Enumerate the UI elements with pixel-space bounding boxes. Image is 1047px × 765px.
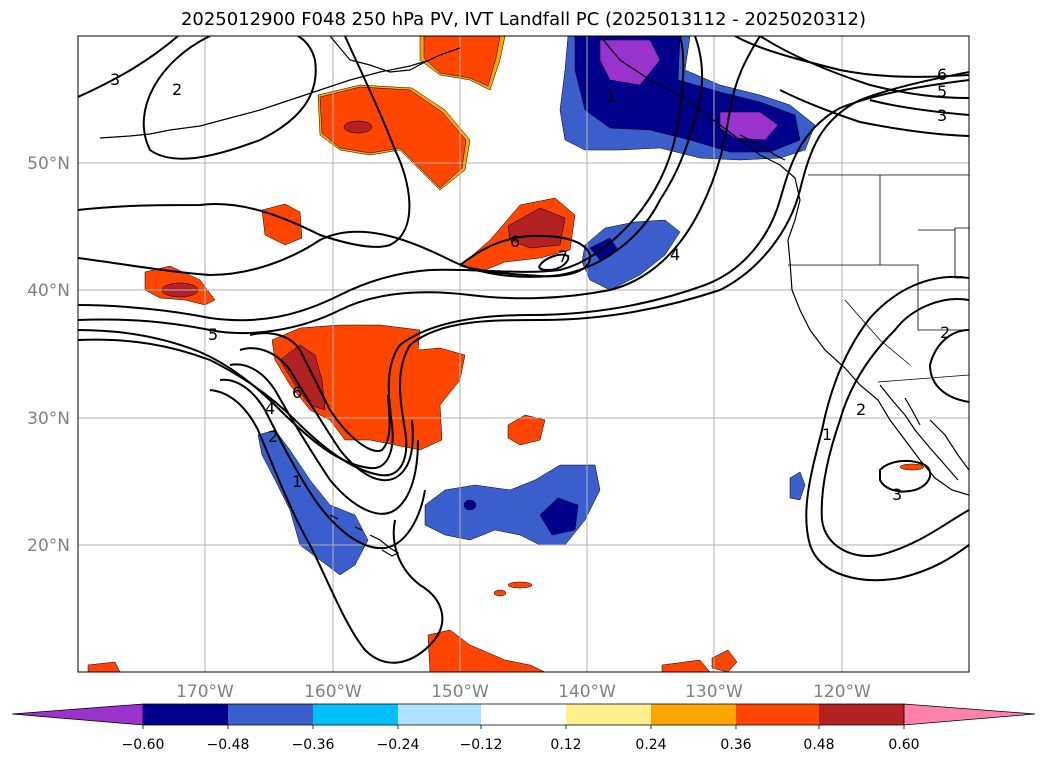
contour-label: 2 — [856, 400, 866, 419]
contour-label: 2 — [268, 427, 278, 446]
contour-label: 3 — [892, 485, 902, 504]
lat-tick-label: 30°N — [27, 409, 70, 429]
contour-label: 6 — [937, 65, 947, 84]
colorbar-tick-label: 0.12 — [550, 737, 581, 753]
colorbar-segment — [143, 704, 228, 725]
lon-tick-labels: 170°W 160°W 150°W 140°W 130°W 120°W — [176, 682, 871, 702]
contour-label: 2 — [940, 323, 950, 342]
colorbar-tick-label: −0.24 — [377, 737, 420, 753]
contour-label: 5 — [208, 325, 218, 344]
ivt-contours — [78, 36, 969, 664]
contour-label: 4 — [265, 399, 275, 418]
map-title: 2025012900 F048 250 hPa PV, IVT Landfall… — [180, 9, 867, 30]
coastlines — [99, 36, 969, 557]
contour-label: 7 — [558, 247, 568, 266]
lat-tick-label: 20°N — [27, 536, 70, 556]
lon-tick-label: 120°W — [813, 682, 871, 702]
colorbar-tick-label: −0.60 — [122, 737, 165, 753]
colorbar-tick-label: 0.24 — [635, 737, 666, 753]
colorbar-segment — [566, 704, 651, 725]
colorbar-tick-label: −0.48 — [207, 737, 250, 753]
lon-tick-label: 130°W — [685, 682, 743, 702]
negative-pv-anomalies — [257, 36, 816, 576]
colorbar-extend-min — [11, 703, 144, 726]
contour-label: 1 — [292, 472, 302, 491]
contour-label: 1 — [822, 425, 832, 444]
contour-label: 3 — [937, 106, 947, 125]
colorbar-tick-label: 0.60 — [888, 737, 919, 753]
contour-label: 5 — [937, 82, 947, 101]
lat-tick-labels: 20°N 30°N 40°N 50°N — [27, 154, 70, 556]
colorbar-tick-label: −0.12 — [460, 737, 503, 753]
contour-labels: 3 2 6 7 4 1 6 5 3 5 4 6 2 1 1 2 3 2 — [110, 65, 950, 504]
colorbar-segment — [398, 704, 481, 725]
colorbar-segment — [313, 704, 398, 725]
colorbar-segment — [481, 704, 566, 725]
colorbar-segment — [228, 704, 313, 725]
lat-tick-label: 40°N — [27, 281, 70, 301]
contour-label: 6 — [292, 383, 302, 402]
lon-tick-label: 160°W — [304, 682, 362, 702]
contour-label: 2 — [172, 80, 182, 99]
colorbar-segment — [736, 704, 819, 725]
contour-label: 3 — [110, 70, 120, 89]
political-borders — [788, 174, 969, 383]
lon-tick-label: 140°W — [558, 682, 616, 702]
colorbar-extend-max — [903, 703, 1036, 726]
colorbar-segment — [819, 704, 904, 725]
lon-tick-label: 170°W — [176, 682, 234, 702]
map-panel — [78, 36, 969, 672]
colorbar-segment — [651, 704, 736, 725]
contour-label: 4 — [670, 245, 680, 264]
colorbar-tick-label: 0.36 — [720, 737, 751, 753]
colorbar-tick-label: 0.48 — [803, 737, 834, 753]
map-frame — [77, 35, 970, 673]
contour-label: 6 — [510, 232, 520, 251]
map-content: 3 2 6 7 4 1 6 5 3 5 4 6 2 1 1 2 3 2 — [78, 36, 969, 672]
lon-tick-label: 150°W — [431, 682, 489, 702]
colorbar: −0.60 −0.48 −0.36 −0.24 −0.12 0.12 0.24 … — [11, 703, 1036, 753]
contour-label: 1 — [606, 87, 616, 106]
colorbar-tick-label: −0.36 — [292, 737, 335, 753]
lat-tick-label: 50°N — [27, 154, 70, 174]
